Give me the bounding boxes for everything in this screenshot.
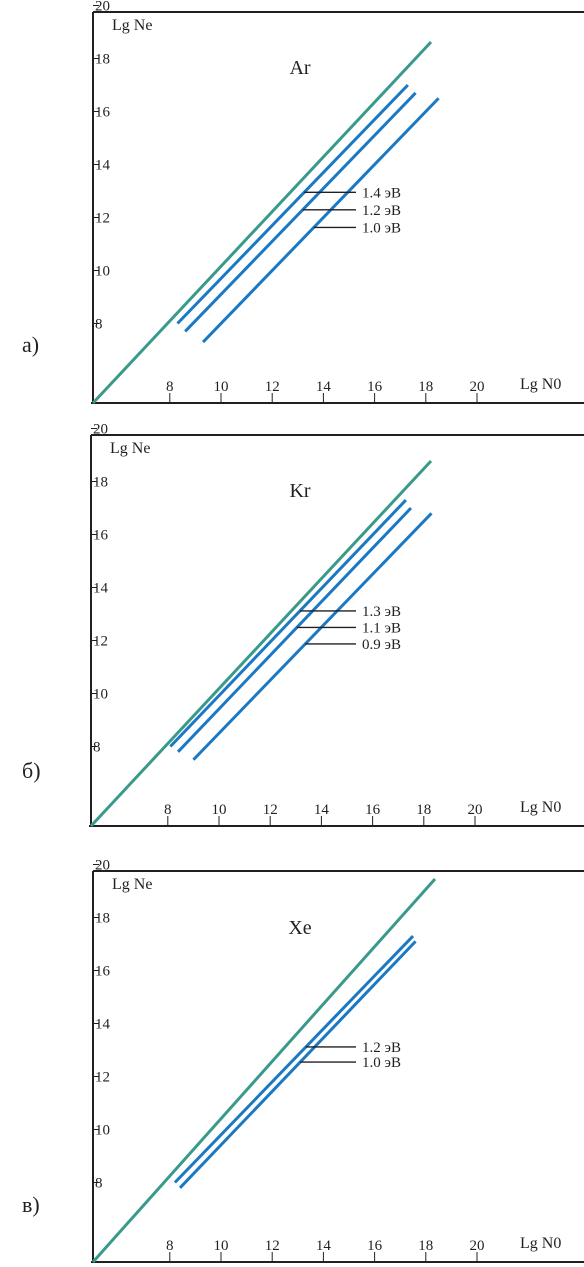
series-line-0 xyxy=(173,935,415,1184)
x-tick-label: 8 xyxy=(166,1238,174,1254)
y-tick-label: 20 xyxy=(95,0,110,15)
y-tick-label: 14 xyxy=(93,581,109,597)
reference-line xyxy=(89,459,433,828)
x-tick-label: 16 xyxy=(367,1238,383,1254)
y-tick-label: 12 xyxy=(93,634,108,650)
panel-label: в) xyxy=(22,1192,40,1217)
x-tick-label: 10 xyxy=(214,379,229,395)
y-tick-label: 20 xyxy=(95,858,110,874)
chart-title: Kr xyxy=(289,480,310,502)
series-line-1 xyxy=(178,940,417,1189)
panel-label: а) xyxy=(22,332,39,357)
x-axis-label: Lg N0 xyxy=(520,1235,561,1252)
x-tick-label: 14 xyxy=(314,802,330,818)
annotation-label: 1.2 эВ xyxy=(362,203,401,219)
x-tick-label: 18 xyxy=(418,1238,433,1254)
y-tick-label: 12 xyxy=(95,1070,110,1086)
annotation-label: 1.3 эВ xyxy=(362,604,401,620)
y-axis-label: Lg Ne xyxy=(112,17,152,34)
x-tick-label: 16 xyxy=(367,379,383,395)
reference-line xyxy=(91,40,433,405)
x-tick-label: 16 xyxy=(365,802,381,818)
x-tick-label: 18 xyxy=(418,379,433,395)
y-tick-label: 10 xyxy=(93,687,108,703)
panel-label: б) xyxy=(22,758,41,783)
x-tick-label: 20 xyxy=(470,1238,485,1254)
x-tick-label: 14 xyxy=(316,379,332,395)
series-line-0 xyxy=(176,83,409,325)
y-tick-label: 8 xyxy=(93,740,101,756)
x-tick-label: 8 xyxy=(164,802,172,818)
annotation-label: 0.9 эВ xyxy=(362,637,401,653)
y-tick-label: 18 xyxy=(95,52,110,68)
chart-title: Xe xyxy=(288,917,311,939)
annotation-label: 1.0 эВ xyxy=(362,1055,401,1071)
y-tick-label: 16 xyxy=(95,964,111,980)
annotation-label: 1.0 эВ xyxy=(362,220,401,236)
y-tick-label: 10 xyxy=(95,264,110,280)
x-tick-label: 8 xyxy=(166,379,174,395)
series-line-1 xyxy=(176,506,413,753)
annotation-label: 1.1 эВ xyxy=(362,620,401,636)
x-axis-label: Lg N0 xyxy=(520,376,561,393)
y-tick-label: 8 xyxy=(95,317,103,333)
annotation-label: 1.4 эВ xyxy=(362,185,401,201)
y-tick-label: 8 xyxy=(95,1176,103,1192)
x-tick-label: 20 xyxy=(468,802,483,818)
y-tick-label: 10 xyxy=(95,1123,110,1139)
x-tick-label: 12 xyxy=(265,1238,280,1254)
y-axis-label: Lg Ne xyxy=(110,440,150,457)
series-line-2 xyxy=(202,97,440,344)
x-tick-label: 20 xyxy=(470,379,485,395)
y-axis-label: Lg Ne xyxy=(112,876,152,893)
x-tick-label: 18 xyxy=(416,802,431,818)
x-tick-label: 10 xyxy=(212,802,227,818)
series-line-1 xyxy=(184,91,417,333)
y-tick-label: 14 xyxy=(95,1017,111,1033)
series-line-2 xyxy=(192,512,433,761)
x-tick-label: 12 xyxy=(263,802,278,818)
x-tick-label: 10 xyxy=(214,1238,229,1254)
x-tick-label: 12 xyxy=(265,379,280,395)
y-tick-label: 18 xyxy=(95,911,110,927)
x-axis-label: Lg N0 xyxy=(520,799,561,816)
chart-title: Ar xyxy=(289,57,310,79)
y-tick-label: 14 xyxy=(95,158,111,174)
annotation-label: 1.2 эВ xyxy=(362,1040,401,1056)
y-tick-label: 18 xyxy=(93,475,108,491)
y-tick-label: 16 xyxy=(93,528,109,544)
y-tick-label: 20 xyxy=(93,422,108,438)
reference-line xyxy=(91,878,437,1263)
y-tick-label: 16 xyxy=(95,105,111,121)
y-tick-label: 12 xyxy=(95,211,110,227)
series-line-0 xyxy=(169,499,407,748)
x-tick-label: 14 xyxy=(316,1238,332,1254)
